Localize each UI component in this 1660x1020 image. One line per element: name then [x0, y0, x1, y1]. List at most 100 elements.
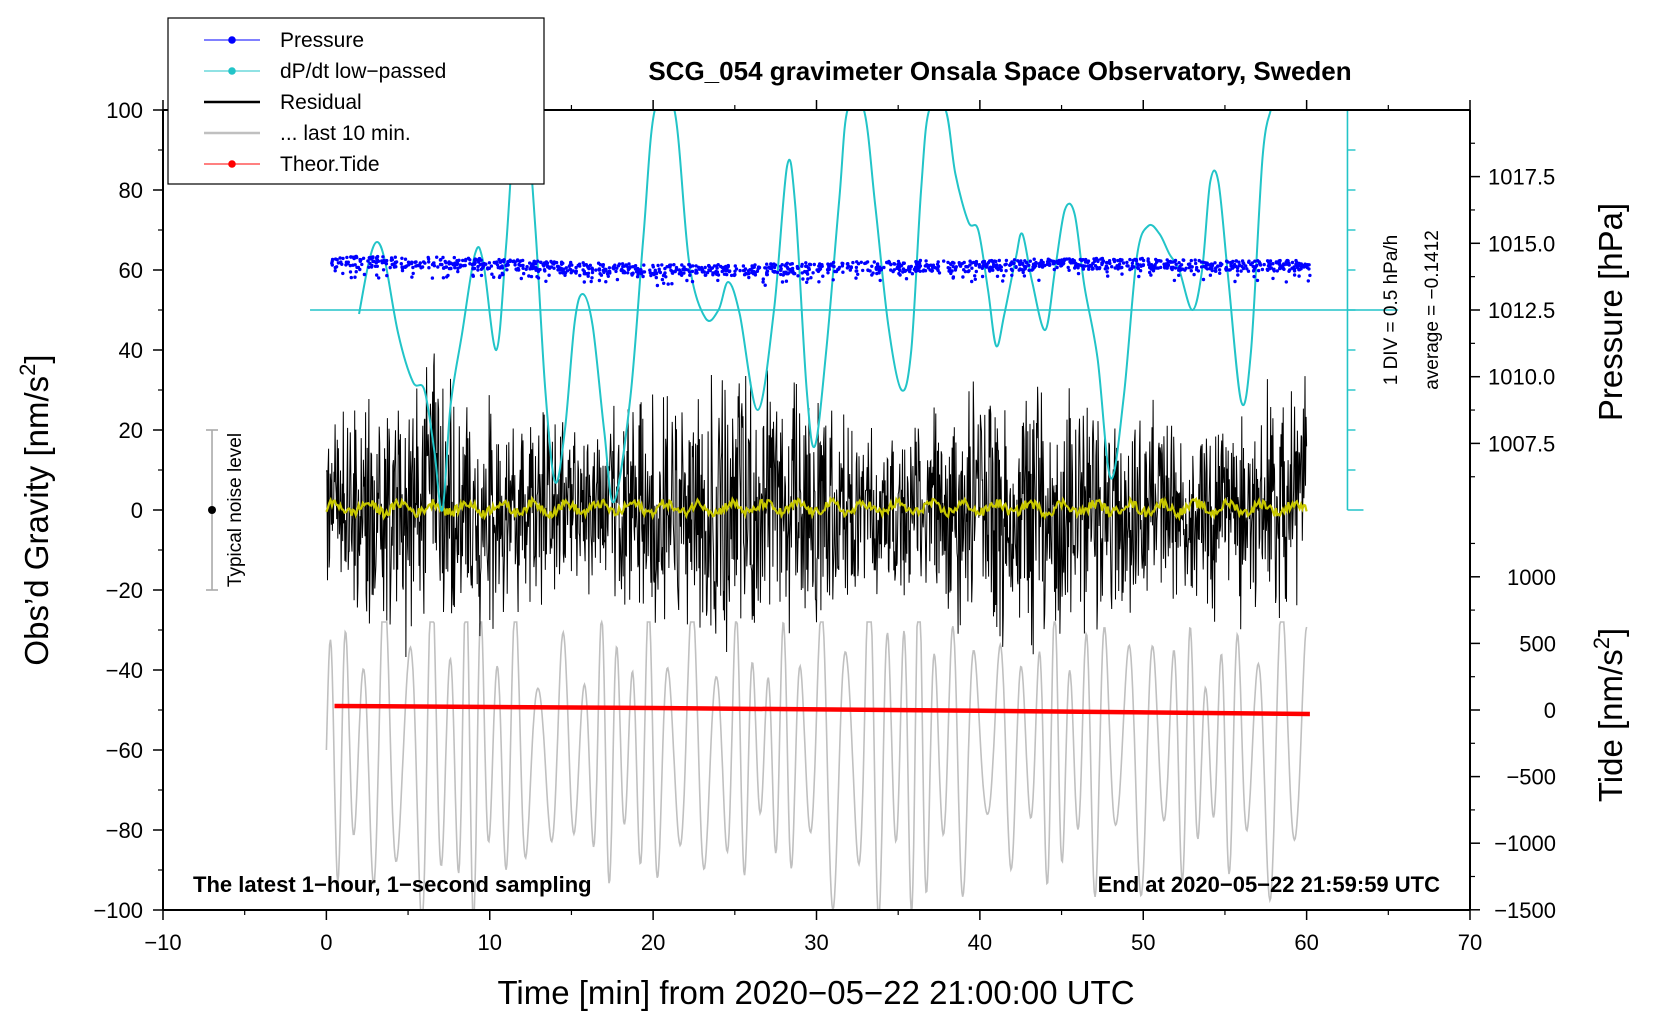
pressure-point	[1004, 258, 1009, 263]
pressure-point	[1193, 258, 1197, 262]
pressure-point	[954, 265, 958, 269]
pressure-point	[440, 262, 444, 267]
pressure-point	[1247, 260, 1251, 264]
pressure-point	[916, 266, 921, 270]
pressure-point	[878, 268, 882, 272]
pressure-point	[661, 273, 666, 278]
pressure-point	[479, 267, 484, 271]
x-tick-label: −10	[144, 930, 181, 955]
pressure-point	[1297, 274, 1301, 278]
pressure-point	[476, 268, 480, 272]
pressure-point	[1025, 261, 1029, 265]
pressure-point	[753, 263, 757, 267]
pressure-point	[518, 263, 523, 268]
pressure-point	[361, 256, 366, 260]
pressure-point	[565, 269, 570, 273]
tide-tick-label: −500	[1506, 765, 1556, 790]
pressure-point	[1245, 267, 1249, 271]
pressure-point	[479, 273, 484, 278]
pressure-point	[1104, 260, 1109, 265]
pressure-point	[923, 269, 928, 273]
pressure-point	[489, 264, 494, 268]
pressure-point	[1180, 267, 1185, 271]
y-tick-label: −40	[106, 658, 143, 683]
pressure-point	[972, 260, 976, 265]
pressure-point	[901, 267, 906, 271]
y-axis-title-left: Obs’d Gravity [nm/s2]	[15, 354, 55, 665]
pressure-point	[897, 262, 902, 266]
pressure-point	[711, 273, 715, 277]
pressure-point	[787, 271, 791, 275]
pressure-point	[903, 269, 907, 273]
pressure-point	[403, 257, 408, 261]
tide-tick-label: −1000	[1494, 831, 1556, 856]
pressure-point	[655, 283, 660, 288]
dpdt-div-label: 1 DIV = 0.5 hPa/h	[1381, 235, 1402, 386]
pressure-point	[380, 261, 384, 265]
pressure-point	[872, 260, 876, 264]
tide-tick-label: 1000	[1507, 565, 1556, 590]
pressure-point	[827, 265, 831, 269]
pressure-point	[826, 271, 830, 275]
pressure-point	[439, 257, 443, 262]
pressure-point	[581, 268, 585, 272]
pressure-point	[562, 270, 567, 275]
pressure-point	[897, 271, 901, 276]
pressure-point	[1168, 259, 1173, 264]
pressure-point	[1022, 274, 1027, 278]
pressure-point	[338, 256, 342, 260]
pressure-point	[536, 259, 540, 263]
y-tick-label: 40	[119, 338, 143, 363]
pressure-point	[761, 280, 765, 284]
pressure-point	[457, 258, 461, 262]
pressure-point	[543, 269, 547, 273]
pressure-point	[368, 256, 372, 261]
pressure-point	[765, 271, 769, 276]
pressure-point	[559, 262, 564, 266]
pressure-point	[868, 269, 872, 273]
pressure-point	[1210, 264, 1215, 268]
pressure-point	[614, 269, 618, 274]
pressure-point	[808, 262, 813, 267]
pressure-point	[951, 275, 956, 279]
pressure-point	[765, 262, 769, 266]
pressure-point	[851, 260, 855, 265]
pressure-point	[1281, 266, 1286, 271]
pressure-point	[1229, 261, 1234, 265]
pressure-point	[601, 264, 605, 269]
pressure-point	[1099, 257, 1103, 261]
pressure-point	[1244, 264, 1248, 268]
pressure-point	[1037, 278, 1041, 282]
y-tick-label: −60	[106, 738, 143, 763]
pressure-point	[541, 262, 545, 267]
pressure-point	[970, 279, 974, 284]
legend-label: dP/dt low−passed	[280, 60, 446, 83]
pressure-point	[803, 269, 807, 274]
pressure-point	[419, 266, 423, 270]
pressure-point	[784, 279, 789, 283]
pressure-point	[1106, 274, 1110, 278]
pressure-point	[333, 269, 337, 273]
pressure-point	[388, 265, 392, 270]
pressure-point	[849, 265, 853, 269]
pressure-point	[513, 263, 517, 267]
pressure-point	[948, 262, 953, 266]
pressure-point	[521, 263, 525, 268]
pressure-point	[780, 280, 785, 284]
pressure-point	[1016, 259, 1020, 263]
pressure-point	[666, 282, 670, 286]
legend-marker	[228, 160, 236, 168]
pressure-point	[946, 266, 950, 270]
pressure-point	[1027, 263, 1031, 267]
pressure-point	[341, 271, 345, 276]
pressure-point	[962, 268, 966, 272]
pressure-point	[1050, 259, 1055, 263]
pressure-point	[1201, 277, 1206, 282]
pressure-point	[1194, 261, 1198, 266]
pressure-point	[1196, 269, 1201, 273]
pressure-point	[400, 266, 405, 270]
pressure-point	[370, 263, 374, 268]
pressure-point	[964, 265, 969, 269]
pressure-point	[878, 278, 882, 283]
